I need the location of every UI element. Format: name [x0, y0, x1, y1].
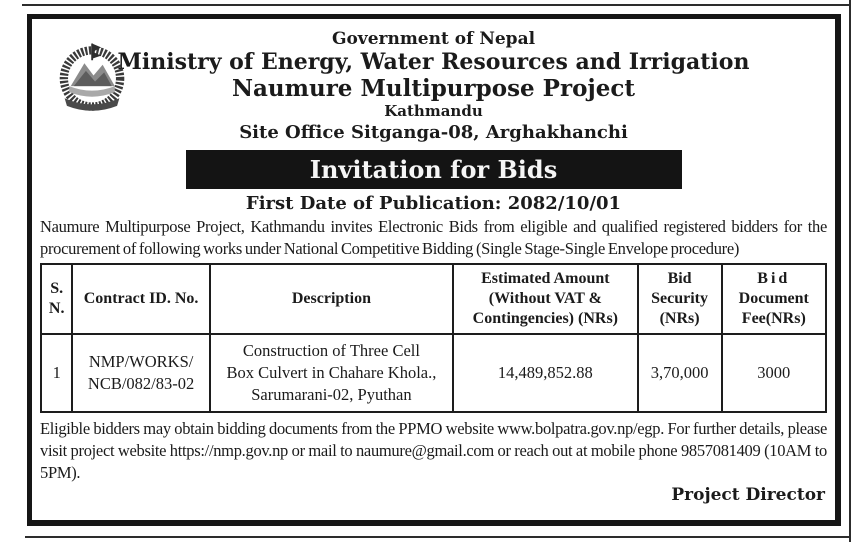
cell-bid-document-fee: 3000: [720, 333, 828, 413]
header-description: Description: [208, 263, 455, 335]
bids-table-row: 1 NMP/WORKS/ NCB/082/83-02 Construction …: [39, 333, 828, 413]
cell-estimated-amount: 14,489,852.88: [452, 333, 639, 413]
invitation-banner: Invitation for Bids: [185, 150, 682, 189]
city-line: Kathmandu: [384, 102, 483, 120]
header-bid-document-fee: Bid Document Fee(NRs): [720, 263, 828, 335]
signature-line: Project Director: [671, 485, 825, 505]
cell-description: Construction of Three Cell Box Culvert i…: [208, 333, 455, 413]
publication-date-line: First Date of Publication: 2082/10/01: [245, 193, 622, 214]
ministry-line: Ministry of Energy, Water Resources and …: [117, 49, 750, 75]
top-crop-rule: [22, 4, 850, 6]
cell-contract-id: NMP/WORKS/ NCB/082/83-02: [71, 333, 211, 413]
cell-bid-security: 3,70,000: [636, 333, 723, 413]
intro-paragraph: Naumure Multipurpose Project, Kathmandu …: [40, 217, 827, 258]
cell-sn: 1: [39, 333, 74, 413]
bottom-crop-rule: [25, 536, 850, 538]
bids-table-header-row: S. N. Contract ID. No. Description Estim…: [39, 263, 828, 335]
nepal-government-emblem-icon: [59, 43, 125, 111]
site-office-line: Site Office Sitganga-08, Arghakhanchi: [239, 122, 628, 143]
header-sn: S. N.: [39, 263, 74, 335]
project-line: Naumure Multipurpose Project: [231, 75, 636, 102]
right-column-rule: [849, 0, 851, 542]
header-bid-security: Bid Security (NRs): [636, 263, 723, 335]
notice-header: Government of Nepal Ministry of Energy, …: [40, 29, 827, 143]
header-estimated-amount: Estimated Amount (Without VAT & Continge…: [452, 263, 639, 335]
invitation-banner-title: Invitation for Bids: [309, 155, 558, 184]
header-contract-id: Contract ID. No.: [71, 263, 211, 335]
notice-frame: Government of Nepal Ministry of Energy, …: [27, 14, 841, 526]
footer-paragraph: Eligible bidders may obtain bidding docu…: [40, 419, 827, 482]
bids-table: S. N. Contract ID. No. Description Estim…: [39, 263, 828, 413]
government-line: Government of Nepal: [331, 29, 536, 49]
